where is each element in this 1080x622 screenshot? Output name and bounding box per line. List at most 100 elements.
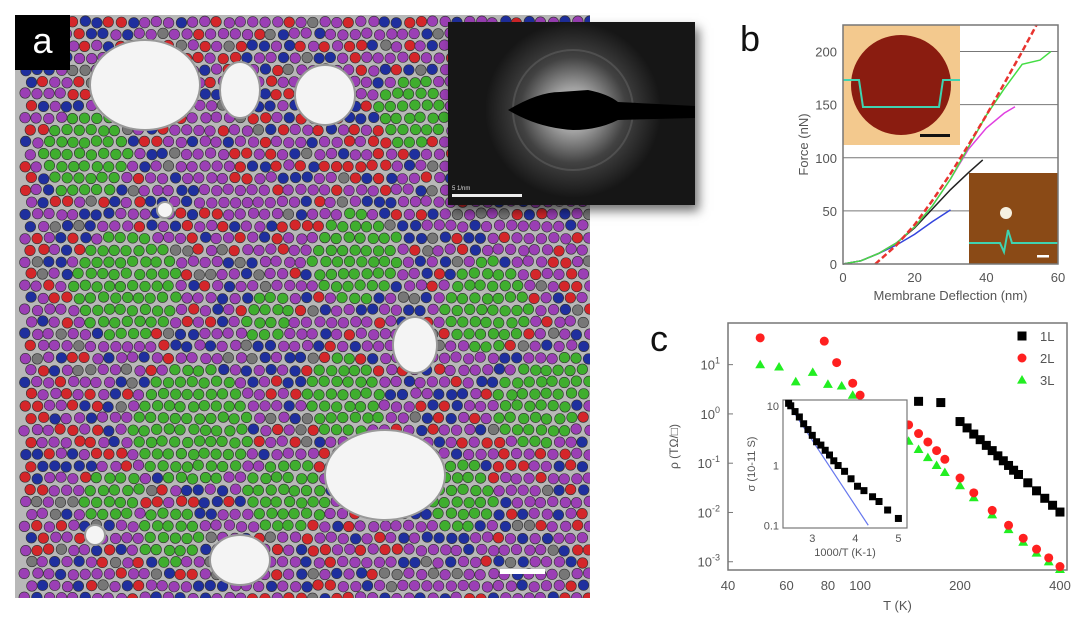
nanocrystal bbox=[385, 292, 397, 304]
nanocrystal bbox=[210, 111, 223, 123]
nanocrystal bbox=[427, 112, 439, 124]
nanocrystal bbox=[127, 327, 140, 340]
nanocrystal bbox=[390, 183, 402, 195]
nanocrystal bbox=[326, 365, 338, 377]
x-tick-label: 400 bbox=[1049, 578, 1071, 593]
nanocrystal bbox=[284, 327, 296, 340]
nanocrystal bbox=[540, 387, 552, 399]
nanocrystal bbox=[72, 389, 84, 401]
nanocrystal bbox=[542, 244, 554, 256]
nanocrystal bbox=[331, 16, 343, 29]
nanocrystal bbox=[204, 52, 216, 64]
nanocrystal bbox=[319, 16, 331, 28]
nanocrystal bbox=[373, 220, 385, 232]
nanocrystal bbox=[337, 317, 350, 329]
nanocrystal bbox=[318, 160, 330, 172]
nanocrystal bbox=[67, 136, 79, 148]
nanocrystal bbox=[547, 304, 560, 316]
nanocrystal bbox=[420, 52, 433, 64]
nanocrystal bbox=[205, 364, 217, 376]
nanocrystal bbox=[390, 256, 403, 269]
nanocrystal bbox=[421, 99, 433, 111]
nanocrystal bbox=[217, 221, 229, 233]
nanocrystal bbox=[97, 27, 109, 39]
nanocrystal bbox=[55, 256, 67, 268]
nanocrystal bbox=[79, 184, 91, 196]
nanocrystal bbox=[420, 195, 432, 207]
nanocrystal bbox=[306, 137, 318, 149]
nanocrystal bbox=[246, 184, 258, 196]
nanocrystal bbox=[577, 316, 589, 329]
nanocrystal bbox=[516, 388, 528, 400]
y-tick-label: 0 bbox=[830, 257, 837, 272]
nanocrystal bbox=[216, 340, 228, 352]
nanocrystal bbox=[571, 232, 583, 244]
nanocrystal bbox=[528, 244, 540, 256]
nanocrystal bbox=[307, 184, 319, 196]
data-point-1L bbox=[1040, 493, 1050, 503]
data-point-2L bbox=[969, 488, 979, 498]
nanocrystal bbox=[62, 195, 74, 207]
nanocrystal bbox=[163, 231, 175, 243]
nanocrystal bbox=[174, 376, 187, 388]
nanocrystal bbox=[584, 280, 590, 292]
nanocrystal bbox=[337, 245, 349, 257]
nanocrystal bbox=[546, 375, 558, 387]
nanocrystal bbox=[200, 352, 212, 365]
nanocrystal bbox=[487, 352, 500, 364]
nanocrystal bbox=[541, 339, 553, 351]
nanocrystal bbox=[170, 244, 182, 256]
nanocrystal bbox=[73, 172, 85, 184]
nanocrystal bbox=[529, 220, 541, 232]
nanocrystal bbox=[348, 124, 360, 136]
nanocrystal bbox=[445, 315, 457, 328]
nanocrystal bbox=[414, 255, 426, 267]
nanocrystal bbox=[43, 232, 55, 244]
nanocrystal bbox=[421, 267, 433, 279]
nanocrystal bbox=[553, 220, 565, 232]
nanocrystal bbox=[181, 388, 193, 401]
data-point-3L bbox=[822, 379, 833, 388]
data-point-3L bbox=[913, 444, 924, 454]
nanocrystal bbox=[475, 207, 487, 219]
nanocrystal bbox=[205, 292, 217, 304]
nanocrystal bbox=[73, 340, 85, 352]
nanocrystal bbox=[74, 243, 86, 256]
nanocrystal bbox=[229, 171, 241, 184]
nanocrystal bbox=[414, 40, 426, 52]
nanocrystal bbox=[32, 137, 44, 149]
data-point-3L bbox=[939, 467, 950, 477]
nanocrystal bbox=[433, 99, 445, 111]
nanocrystal bbox=[115, 207, 127, 220]
nanocrystal bbox=[397, 100, 409, 112]
nanocrystal bbox=[546, 353, 558, 365]
nanocrystal bbox=[85, 149, 98, 161]
nanocrystal bbox=[385, 315, 397, 327]
nanocrystal bbox=[277, 292, 289, 304]
data-point-1L bbox=[914, 396, 924, 406]
nanocrystal bbox=[451, 304, 463, 317]
nanocrystal bbox=[343, 184, 355, 197]
nanocrystal bbox=[367, 185, 379, 197]
nanocrystal bbox=[78, 351, 90, 364]
nanocrystal bbox=[373, 101, 385, 113]
nanocrystal bbox=[344, 207, 356, 219]
nanocrystal bbox=[457, 340, 470, 352]
nanocrystal bbox=[355, 304, 367, 316]
nanocrystal bbox=[313, 340, 325, 352]
nanocrystal bbox=[350, 316, 362, 328]
nanocrystal bbox=[103, 376, 116, 388]
nanocrystal bbox=[151, 280, 163, 292]
nanocrystal bbox=[384, 100, 396, 113]
nanocrystal bbox=[289, 123, 301, 136]
data-point-2L bbox=[755, 333, 765, 343]
y-tick-label: 10-3 bbox=[698, 553, 720, 570]
nanocrystal bbox=[31, 232, 43, 245]
nanocrystal bbox=[186, 209, 199, 221]
nanocrystal bbox=[25, 171, 37, 184]
nanocrystal bbox=[194, 221, 206, 233]
nanocrystal bbox=[512, 280, 524, 292]
nanocrystal bbox=[571, 256, 584, 268]
nanocrystal bbox=[121, 341, 134, 353]
nanocrystal bbox=[134, 365, 146, 377]
